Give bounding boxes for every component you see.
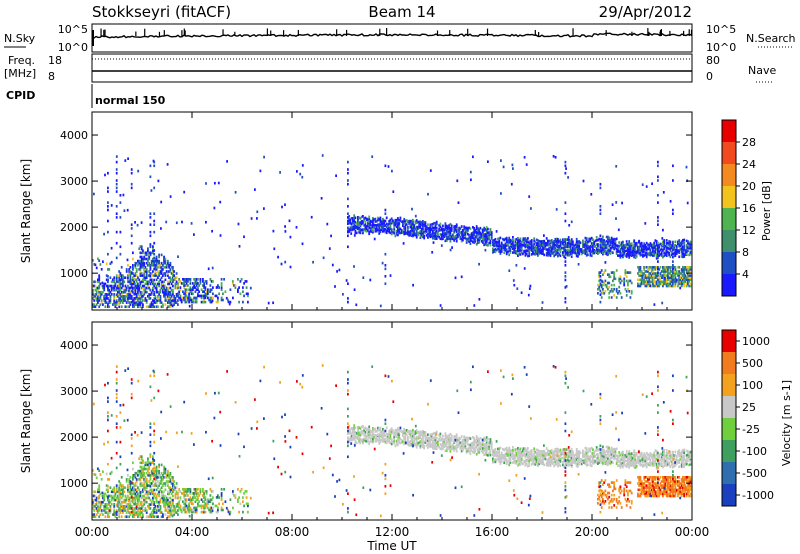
velocity-colorbar: 1000 500 100 25 -25 -100 -500 -1000 — [721, 329, 774, 507]
cpid-label: CPID — [6, 89, 35, 102]
x-tick-label: 20:00 — [575, 525, 610, 539]
freq-label-line2: [MHz] — [4, 67, 36, 80]
freq-tick-bottom: 8 — [48, 70, 55, 83]
power-ylabel: Slant Range [km] — [19, 159, 33, 263]
y-tick-label: 3000 — [60, 385, 88, 398]
time-xlabel: Time UT — [366, 539, 417, 553]
x-tick-label: 00:00 — [75, 525, 110, 539]
cpid-value: normal 150 — [95, 94, 166, 107]
colorbar-tick-label: -500 — [742, 467, 767, 480]
colorbar-tick-label: 1000 — [742, 335, 770, 348]
colorbar-tick-label: 20 — [742, 180, 756, 193]
colorbar-swatch — [722, 252, 736, 274]
colorbar-swatch — [722, 462, 736, 484]
colorbar-swatch — [722, 440, 736, 462]
nave-tick-bottom: 0 — [706, 70, 713, 83]
velocity-panel-cells — [92, 364, 692, 518]
nsky-tick-bottom: 10^0 — [58, 41, 88, 54]
power-y-axis: 1000 2000 3000 4000 — [60, 129, 692, 280]
colorbar-tick-label: 8 — [742, 246, 749, 259]
nsearch-tick-top: 10^5 — [706, 23, 736, 36]
colorbar-swatch — [722, 396, 736, 418]
x-tick-label: 00:00 — [675, 525, 710, 539]
colorbar-tick-label: -1000 — [742, 489, 774, 502]
colorbar-swatch — [722, 230, 736, 252]
colorbar-tick-label: 28 — [742, 136, 756, 149]
colorbar-tick-label: 500 — [742, 357, 763, 370]
y-tick-label: 2000 — [60, 221, 88, 234]
x-tick-label: 16:00 — [475, 525, 510, 539]
colorbar-tick-label: 100 — [742, 379, 763, 392]
colorbar-tick-label: 16 — [742, 202, 756, 215]
x-tick-label: 12:00 — [375, 525, 410, 539]
colorbar-frame — [721, 329, 737, 507]
station-title: Stokkseyri (fitACF) — [92, 3, 231, 21]
velocity-colorbar-label: Velocity [m s-1] — [780, 380, 793, 466]
beam-title: Beam 14 — [368, 3, 435, 21]
nsearch-tick-bottom: 10^0 — [706, 41, 736, 54]
nsky-label: N.Sky — [4, 32, 36, 45]
power-colorbar-label: Power [dB] — [760, 181, 773, 241]
colorbar-swatch — [722, 164, 736, 186]
colorbar-swatch — [722, 274, 736, 296]
date-title: 29/Apr/2012 — [599, 3, 692, 21]
colorbar-swatch — [722, 330, 736, 352]
y-tick-label: 1000 — [60, 267, 88, 280]
y-tick-label: 4000 — [60, 339, 88, 352]
nsky-strip-frame — [91, 23, 693, 53]
colorbar-tick-label: 12 — [742, 224, 756, 237]
power-colorbar: 4 8 12 16 20 24 28 — [721, 119, 756, 297]
nsky-line — [91, 32, 693, 39]
x-tick-label: 04:00 — [175, 525, 210, 539]
nsky-trace — [91, 28, 693, 46]
colorbar-tick-label: 25 — [742, 401, 756, 414]
y-tick-label: 2000 — [60, 431, 88, 444]
colorbar-tick-label: -25 — [742, 423, 760, 436]
colorbar-tick-label: 4 — [742, 268, 749, 281]
colorbar-tick-label: 24 — [742, 158, 756, 171]
colorbar-tick-label: -100 — [742, 445, 767, 458]
colorbar-swatch — [722, 120, 736, 142]
nsky-tick-top: 10^5 — [58, 23, 88, 36]
colorbar-swatch — [722, 352, 736, 374]
colorbar-swatch — [722, 484, 736, 506]
nave-tick-top: 80 — [706, 54, 720, 67]
y-tick-label: 3000 — [60, 175, 88, 188]
power-panel-cells — [92, 154, 692, 308]
colorbar-swatch — [722, 142, 736, 164]
y-tick-label: 1000 — [60, 477, 88, 490]
time-x-axis: 00:00 04:00 08:00 12:00 16:00 20:00 00:00 — [75, 112, 710, 539]
freq-label-line1: Freq. — [8, 54, 35, 67]
nsearch-label: N.Search — [746, 32, 796, 45]
x-tick-label: 08:00 — [275, 525, 310, 539]
velocity-ylabel: Slant Range [km] — [19, 369, 33, 473]
y-tick-label: 4000 — [60, 129, 88, 142]
colorbar-swatch — [722, 374, 736, 396]
freq-tick-top: 18 — [48, 54, 62, 67]
colorbar-swatch — [722, 186, 736, 208]
velocity-y-axis: 1000 2000 3000 4000 — [60, 339, 692, 490]
colorbar-swatch — [722, 208, 736, 230]
nave-label: Nave — [748, 64, 776, 77]
colorbar-swatch — [722, 418, 736, 440]
freq-strip-frame — [91, 53, 693, 83]
